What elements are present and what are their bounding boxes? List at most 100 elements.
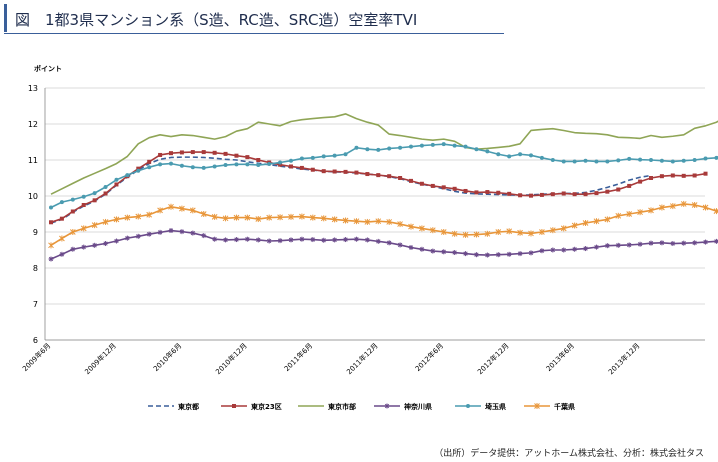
data-point: [692, 173, 697, 178]
data-point: [692, 158, 697, 162]
data-point: [223, 151, 228, 156]
data-point: [354, 170, 359, 175]
data-point: [255, 216, 262, 223]
legend: 東京都 東京23区 東京市部 神奈川県 埼玉県 千葉県: [148, 402, 575, 411]
data-point: [474, 147, 479, 152]
data-point: [474, 190, 479, 195]
y-tick-label: 12: [28, 120, 38, 129]
data-point: [189, 207, 196, 214]
x-tick-label: 2012年6月: [413, 341, 445, 373]
y-tick-label: 10: [28, 192, 38, 201]
data-point: [419, 181, 424, 186]
data-point: [703, 239, 709, 245]
data-point: [179, 150, 184, 155]
data-point: [637, 241, 643, 247]
data-point: [441, 249, 447, 255]
series-line: [50, 143, 718, 209]
data-point: [593, 218, 600, 225]
data-point: [583, 158, 588, 163]
data-point: [190, 230, 196, 236]
data-point: [702, 204, 709, 211]
data-point: [375, 218, 382, 225]
data-point: [245, 155, 250, 160]
data-point: [158, 162, 163, 167]
data-point: [135, 233, 141, 239]
data-point: [549, 227, 556, 234]
data-point: [604, 216, 611, 223]
data-point: [278, 162, 283, 167]
data-point: [386, 240, 392, 246]
series-group: [48, 113, 718, 262]
data-point: [233, 214, 240, 221]
legend-label: 千葉県: [554, 402, 575, 411]
y-tick-label: 7: [33, 300, 38, 309]
data-point: [670, 173, 675, 178]
data-point: [713, 208, 718, 215]
data-point: [49, 205, 53, 210]
data-point: [429, 227, 436, 234]
data-point: [550, 158, 555, 162]
data-point: [256, 163, 261, 168]
legend-item: 埼玉県: [455, 402, 506, 411]
data-point: [376, 173, 381, 178]
data-point: [169, 161, 173, 166]
data-point: [310, 237, 316, 243]
data-point: [452, 186, 457, 191]
data-point: [419, 143, 424, 148]
x-tick-label: 2009年6月: [20, 341, 52, 373]
data-point: [168, 203, 174, 210]
data-point: [364, 237, 370, 243]
data-point: [81, 244, 87, 250]
data-point: [518, 193, 523, 198]
data-point: [212, 236, 218, 242]
x-tick-label: 2010年12月: [214, 341, 249, 376]
data-point: [387, 146, 392, 151]
data-point: [343, 169, 348, 174]
data-point: [604, 243, 610, 249]
data-point: [244, 236, 250, 242]
data-point: [125, 173, 130, 178]
data-point: [288, 237, 294, 243]
data-point: [582, 220, 589, 226]
data-point: [200, 211, 207, 217]
data-point: [103, 185, 108, 189]
data-point: [299, 156, 304, 161]
data-point: [103, 191, 108, 196]
data-point: [320, 215, 327, 222]
data-point: [561, 159, 566, 164]
data-point: [353, 236, 359, 242]
data-point: [124, 214, 131, 221]
data-point: [365, 172, 370, 177]
data-point: [507, 154, 512, 159]
series-4: [49, 142, 718, 210]
data-point: [713, 238, 718, 244]
y-axis-unit-label: ポイント: [34, 64, 62, 73]
title-accent-bar: [4, 4, 7, 32]
data-point: [256, 158, 261, 162]
data-point: [59, 235, 65, 242]
data-point: [637, 209, 643, 216]
data-point: [310, 155, 315, 160]
data-point: [485, 190, 490, 195]
data-point: [691, 202, 698, 208]
data-point: [135, 213, 142, 220]
data-point: [232, 404, 236, 408]
data-point: [507, 191, 512, 196]
legend-label: 東京23区: [251, 402, 282, 411]
data-point: [321, 237, 327, 243]
data-point: [190, 150, 195, 155]
data-point: [201, 165, 206, 170]
data-point: [517, 229, 523, 236]
data-point: [703, 171, 708, 176]
data-point: [550, 247, 556, 253]
data-point: [539, 155, 544, 160]
series-1: [49, 150, 708, 225]
series-5: [48, 200, 718, 249]
data-point: [466, 404, 470, 408]
data-point: [278, 160, 283, 165]
data-point: [616, 187, 621, 192]
data-point: [539, 192, 544, 197]
data-point: [627, 183, 632, 188]
data-point: [649, 158, 653, 162]
